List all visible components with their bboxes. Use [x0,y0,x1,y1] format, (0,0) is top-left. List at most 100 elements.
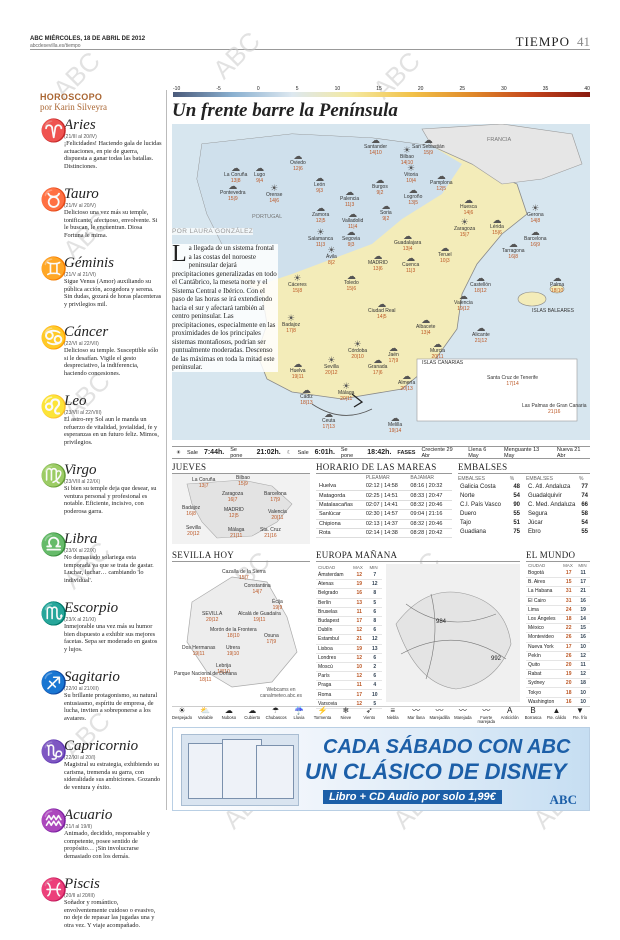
town-temp: 19|10 [226,650,240,657]
reservoir-value: 51 [513,519,520,526]
max-temp: 18 [561,687,577,698]
thursday-city: La Coruña 13|7 [192,477,215,489]
map-city: ☀ Zaragoza 15|7 [454,218,475,238]
zodiac-icon: ♏ [40,601,68,626]
map-city: ☁ Alicante 21|12 [472,324,490,344]
city-name: Budapest [316,616,352,627]
town-name: Parque Nacional de Doñana [174,671,237,677]
sign-dates: (21/IV al 20/V) [64,202,96,209]
city-temp: 9|3 [316,187,323,194]
min-temp: 11 [576,569,590,579]
sign-name: Capricornio [64,738,139,754]
cloud-icon: ☁ [373,355,383,365]
map-city: ☁ Barcelona 16|9 [524,228,547,248]
reservoir-value: 75 [513,528,520,535]
city-temp: 9|4 [256,177,263,184]
tide-row: Matagorda 02:25 | 14:51 08:33 | 20:47 [316,490,452,501]
thursday-city: Barcelona 17|9 [264,491,287,503]
city-row: Moscú 10 2 [316,662,382,673]
city-name: México [526,623,562,634]
cloud-icon: ☁ [475,273,485,283]
town-temp: 18|10 [217,668,230,675]
canarias-inset [416,358,578,422]
cloud-icon: ☁ [402,371,412,381]
city-row: México 22 15 [526,623,590,634]
legend-item: ☀ Despejado [172,706,192,726]
map-city: ☀ Ávila 8|2 [326,246,337,266]
max-temp: 12 [351,699,368,709]
cloud-icon: ☁ [373,251,383,261]
cloud-icon: ☁ [301,385,311,395]
thursday-city: Badajoz 16|8 [182,505,200,517]
reservoir-name: Júcar [528,519,543,526]
city-temp: 18|10 [550,287,564,294]
max-temp: 17 [351,689,368,700]
legend-label: Fuerte marejada [477,714,496,724]
page-number: 41 [577,34,590,49]
cloud-icon: ☁ [423,135,433,145]
legend-label: Tormenta [313,714,332,720]
port-name: Matalascañas [316,500,363,511]
reservoir-name: C. Med. Andaluza [528,501,576,508]
city-name: Guadalajara [394,240,422,246]
cloud-icon: ☀ [402,145,411,155]
ad-line-1: CADA SÁBADO CON ABC [323,736,571,758]
cloud-icon: ☁ [530,227,540,237]
sign-text: No demasiado solariega esta temporada ya… [64,553,154,585]
min-temp: 8 [367,616,382,627]
max-temp: 26 [561,651,577,661]
legend-item: ▲ Fte. cálido [547,706,567,726]
min-temp: 5 [367,699,382,709]
legend-label: Marejadilla [429,714,450,720]
city-row: Roma 17 10 [316,689,382,700]
city-temp: 11|3 [344,201,355,208]
city-name: Logroño [404,194,423,200]
city-name: Lérida [490,224,504,230]
scale-tick: 0 [256,86,260,92]
tide-row: Huelva 02:12 | 14:58 08:16 | 20:32 [316,482,452,492]
abc-logo: ABC [549,792,577,807]
min-temp: 12 [576,669,590,680]
legend-label: Nieve [340,714,352,720]
max-temp: 31 [561,586,577,597]
max-temp: 24 [561,605,577,615]
cloud-icon: ☀ [353,339,362,349]
canarias-label: ISLAS CANARIAS [422,360,464,366]
cloud-icon: ☁ [375,175,385,185]
legend-item: B Borrasca [523,706,543,726]
sign-name: Virgo [64,462,97,478]
city-temp: 18|12 [474,287,487,294]
horoscope-sign: ♑ Capricornio (22/XII al 20/I) Magistral su… [40,738,162,802]
sign-dates: (23/IX al 22/X) [64,547,96,554]
city-row: Praga 11 4 [316,680,382,691]
city-temp: 12|5 [229,512,239,519]
min-temp: 19 [576,605,590,615]
min-temp: 12 [367,579,382,590]
sevilla-town: Dos Hermanas 19|11 [182,645,216,657]
horoscope-sign: ♏ Escorpio (23/X al 21/XI) Inmejorable una … [40,600,162,664]
city-temp: 10|4 [406,177,416,184]
city-name: Pekín [526,651,562,661]
cloud-icon: ☀ [460,217,469,227]
map-city: ☁ Zamora 12|5 [312,204,329,224]
max-temp: 12 [351,625,368,636]
city-name: Ávila [326,254,337,260]
high-tide: 02:25 | 14:51 [362,490,408,501]
horoscope-sign: ♍ Virgo (23/VIII al 22/IX) Si bien su templ… [40,462,162,526]
sun-moon-bar: ☀ Sale 7:44h. Se pone 21:02h. ☾ Sale 6:01h.… [172,446,590,459]
min-temp: 7 [367,571,382,581]
city-row: Bogotá 17 11 [526,569,590,579]
city-name: Soria [380,210,392,216]
map-city: ☁ La Coruña 13|8 [224,164,247,184]
scale-tick: 20 [417,86,424,92]
cloud-icon: ☁ [388,343,398,353]
town-name: Dos Hermanas [182,645,216,651]
city-name: Ámsterdam [316,571,352,581]
map-city: ☁ Segovia 9|3 [342,228,360,248]
reservoir-name: Guadalquivir [528,492,562,499]
section-url: abcdesevilla.es/tiempo [30,43,81,49]
map-city: ☁ Teruel 10|3 [438,244,452,264]
city-temp: 12|6 [293,165,303,172]
city-name: Belgrado [316,588,352,599]
city-name: Pamplona [430,180,453,186]
